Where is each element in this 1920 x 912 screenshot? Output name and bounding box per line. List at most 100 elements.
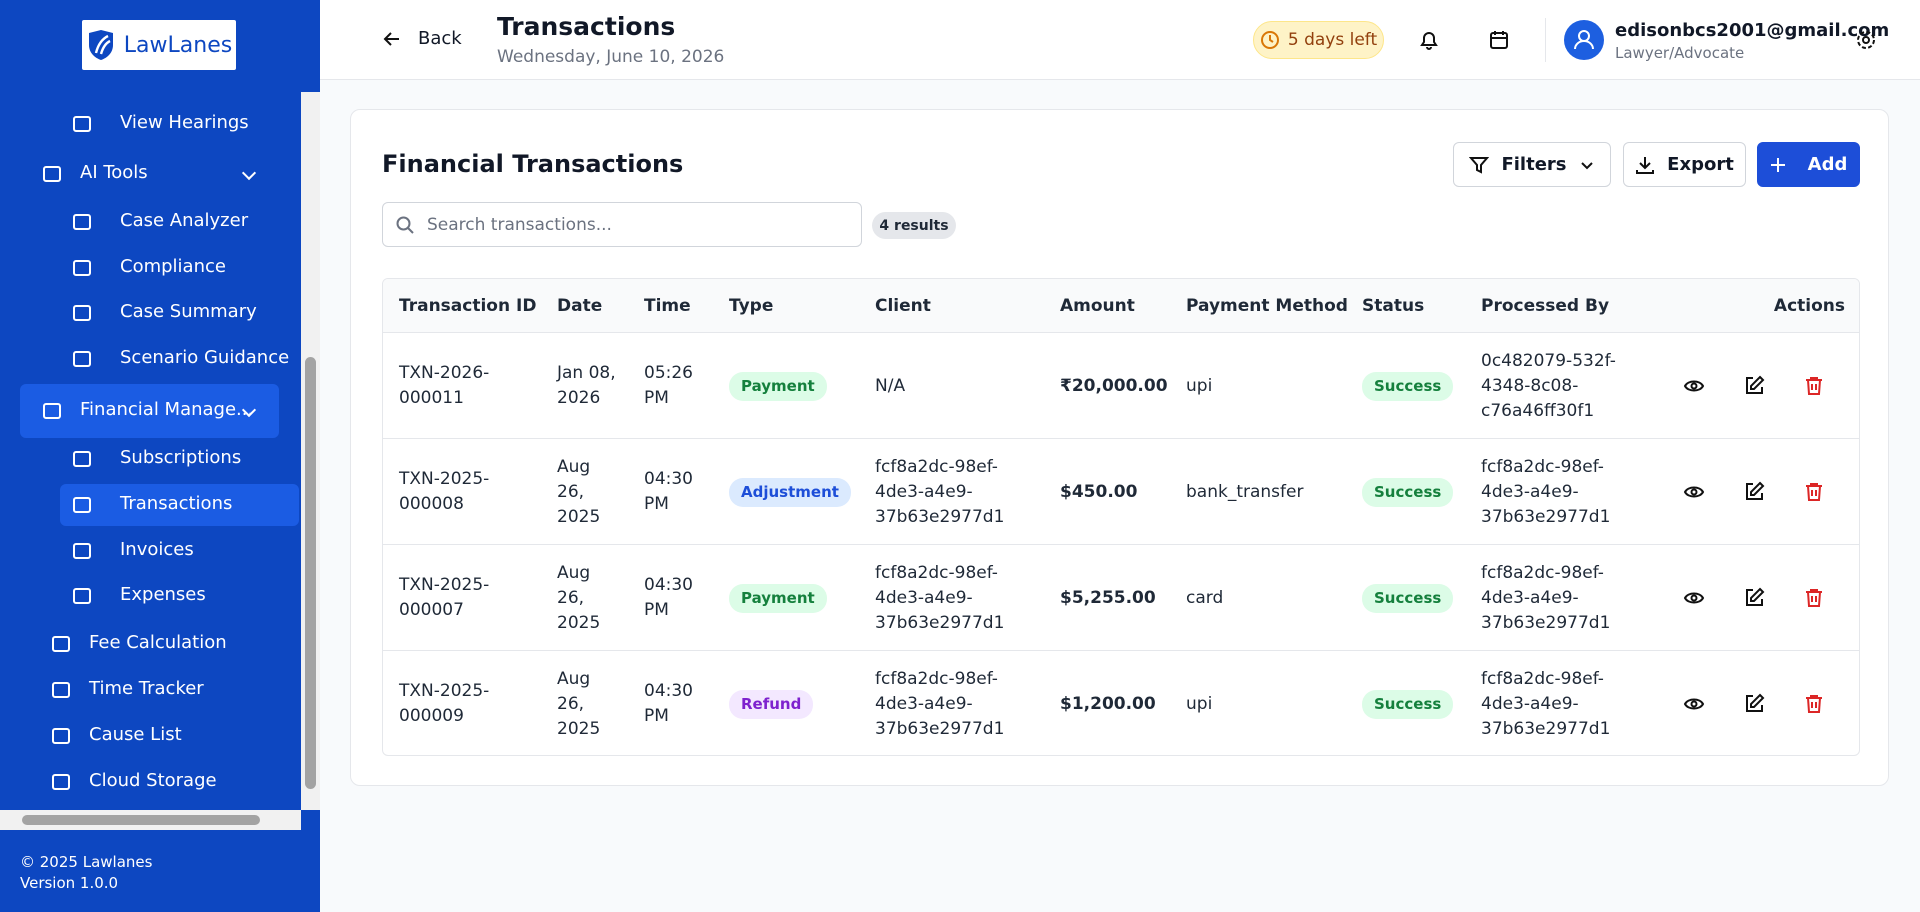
back-icon xyxy=(383,31,399,46)
bell-icon[interactable] xyxy=(1418,29,1440,51)
view-button[interactable] xyxy=(1683,693,1705,715)
delete-button[interactable] xyxy=(1803,481,1825,503)
edit-button[interactable] xyxy=(1743,375,1765,397)
nav-item[interactable]: Subscriptions xyxy=(120,447,242,468)
icon xyxy=(1746,693,1765,712)
table-row: TXN-2025-000007 Aug 26, 2025 04:30 PM Payme… xyxy=(383,545,1859,651)
payment-method: upi xyxy=(1186,693,1213,714)
amount: $450.00 xyxy=(1060,481,1138,502)
delete-button[interactable] xyxy=(1803,587,1825,609)
delete-button[interactable] xyxy=(1803,693,1825,715)
date: Aug 26, 2025 xyxy=(557,456,601,527)
processed-by: fcf8a2dc-98ef-4de3-a4e9-37b63e2977d1 xyxy=(1481,562,1611,633)
cell-processed-by: fcf8a2dc-98ef-4de3-a4e9-37b63e2977d1 xyxy=(1481,545,1636,651)
back-button[interactable]: Back xyxy=(382,28,462,49)
nav-item[interactable]: AI Tools xyxy=(80,161,148,183)
nav-icon xyxy=(73,116,91,132)
status-badge: Success xyxy=(1362,583,1454,613)
id: TXN-2025-000008 xyxy=(399,469,490,514)
trial-text: 5 days left xyxy=(1287,30,1378,50)
view-button[interactable] xyxy=(1683,481,1705,503)
nav-item[interactable]: Financial Manage... xyxy=(80,399,254,420)
nav-icon xyxy=(52,773,70,790)
payment-method: card xyxy=(1186,587,1224,608)
h-thumb[interactable] xyxy=(22,815,260,825)
column-header: Actions xyxy=(1773,295,1845,316)
cell-payment-method: upi xyxy=(1186,651,1356,755)
nav-item[interactable]: Compliance xyxy=(120,255,226,277)
cell-payment-method: card xyxy=(1186,545,1356,651)
time: 04:30 PM xyxy=(644,469,693,514)
version: Version 1.0.0 xyxy=(20,874,119,892)
cell-date: Aug 26, 2025 xyxy=(557,439,617,545)
back-label: Back xyxy=(418,28,462,49)
edit-button[interactable] xyxy=(1743,481,1765,503)
nav-icon xyxy=(73,213,91,230)
add-label: Add xyxy=(1807,154,1848,175)
nav-item[interactable]: Cause List xyxy=(89,723,182,745)
nav-item[interactable]: Case Summary xyxy=(120,301,257,323)
logo-icon xyxy=(88,30,113,60)
icon xyxy=(1806,483,1822,501)
cell-type: Adjustment xyxy=(729,439,851,545)
client: fcf8a2dc-98ef-4de3-a4e9-37b63e2977d1 xyxy=(875,668,1005,739)
nav-item[interactable]: View Hearings xyxy=(120,112,249,133)
payment-method: bank_transfer xyxy=(1186,481,1304,502)
export-button[interactable]: Export xyxy=(1623,142,1746,187)
settings-icon[interactable] xyxy=(1855,29,1877,51)
calendar-icon[interactable] xyxy=(1488,29,1510,51)
cell-processed-by: fcf8a2dc-98ef-4de3-a4e9-37b63e2977d1 xyxy=(1481,439,1636,545)
nav-item[interactable]: Time Tracker xyxy=(89,678,204,699)
cell-time: 04:30 PM xyxy=(644,651,699,755)
nav-item[interactable]: Case Analyzer xyxy=(120,209,249,231)
cell-processed-by: 0c482079-532f-4348-8c08-c76a46ff30f1 xyxy=(1481,333,1636,439)
cell-type: Refund xyxy=(729,651,849,755)
column-header: Processed By xyxy=(1481,295,1610,316)
result-count: 4 results xyxy=(872,212,956,239)
delete-button[interactable] xyxy=(1803,375,1825,397)
plus-icon xyxy=(1770,157,1785,172)
nav-item[interactable]: Expenses xyxy=(120,584,206,606)
nav-item[interactable]: Transactions xyxy=(120,492,233,514)
nav-item[interactable]: Invoices xyxy=(120,538,194,560)
cell-payment-method: bank_transfer xyxy=(1186,439,1356,545)
view-button[interactable] xyxy=(1683,587,1705,609)
processed-by: fcf8a2dc-98ef-4de3-a4e9-37b63e2977d1 xyxy=(1481,456,1611,527)
table: Transaction ID Date Time Type Client Amount Pa… xyxy=(382,278,1860,756)
icon xyxy=(1683,698,1705,710)
panel: Financial Transactions Filters Export Ad… xyxy=(350,109,1889,786)
add-button[interactable]: Add xyxy=(1757,142,1860,187)
cell-time: 04:30 PM xyxy=(644,439,699,545)
column-header: Amount xyxy=(1060,295,1135,316)
cell-amount: $5,255.00 xyxy=(1060,545,1180,651)
filters-button[interactable]: Filters xyxy=(1453,142,1611,187)
avatar[interactable] xyxy=(1564,20,1604,60)
nav-icon xyxy=(73,496,91,513)
column-header: Date xyxy=(557,295,603,316)
icon xyxy=(1806,377,1822,395)
header: Back Transactions Wednesday, June 10, 20… xyxy=(320,0,1920,80)
view-button[interactable] xyxy=(1683,375,1705,397)
edit-button[interactable] xyxy=(1743,693,1765,715)
cell-amount: $1,200.00 xyxy=(1060,651,1180,755)
column-header: Type xyxy=(729,295,774,316)
h-scrollbar xyxy=(0,810,301,830)
cell-status: Success xyxy=(1362,439,1472,545)
id: TXN-2026-000011 xyxy=(399,363,490,408)
status-badge: Success xyxy=(1362,689,1454,719)
cell-id: TXN-2025-000009 xyxy=(399,651,529,755)
date: Aug 26, 2025 xyxy=(557,668,601,739)
v-thumb[interactable] xyxy=(305,357,316,789)
id: TXN-2025-000009 xyxy=(399,681,490,726)
edit-button[interactable] xyxy=(1743,587,1765,609)
search-input[interactable]: Search transactions... xyxy=(382,202,862,247)
cell-date: Aug 26, 2025 xyxy=(557,545,617,651)
trial-badge[interactable]: 5 days left xyxy=(1253,21,1384,59)
nav-icon xyxy=(73,259,91,276)
nav-item[interactable]: Scenario Guidance xyxy=(120,347,290,369)
cell-time: 04:30 PM xyxy=(644,545,699,651)
logo[interactable]: LawLanes xyxy=(82,20,236,70)
cell-client: fcf8a2dc-98ef-4de3-a4e9-37b63e2977d1 xyxy=(875,545,1035,651)
nav-item[interactable]: Fee Calculation xyxy=(89,632,227,654)
nav-item[interactable]: Cloud Storage xyxy=(89,769,217,791)
